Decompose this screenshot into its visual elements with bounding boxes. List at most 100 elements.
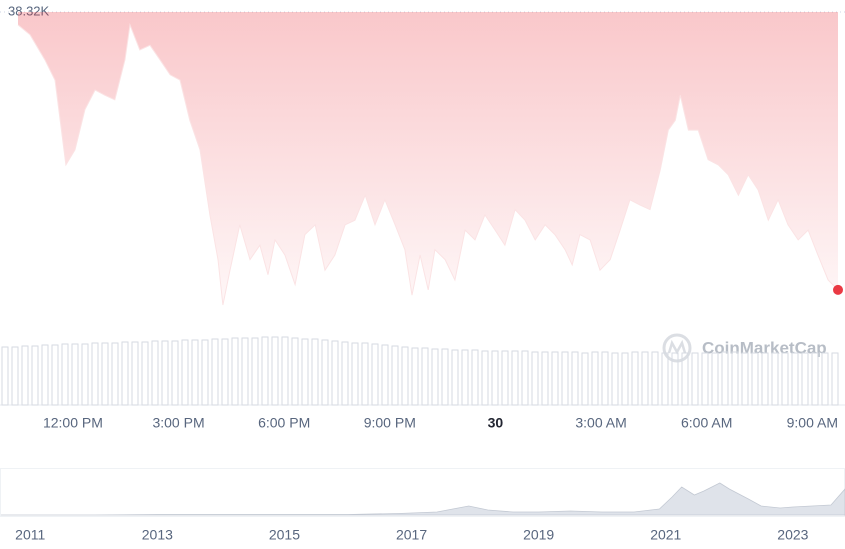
volume-bar — [751, 352, 759, 406]
volume-bar — [611, 352, 619, 406]
volume-bar — [221, 338, 229, 406]
volume-bar — [421, 347, 429, 406]
x-tick-label: 9:00 PM — [364, 415, 416, 431]
volume-bar — [371, 343, 379, 406]
volume-bar — [591, 351, 599, 406]
volume-bar — [131, 341, 139, 406]
volume-bar — [151, 340, 159, 406]
volume-bar — [161, 340, 169, 406]
x-tick-label: 6:00 PM — [258, 415, 310, 431]
volume-bar — [121, 341, 129, 406]
volume-bar — [41, 344, 49, 406]
volume-bar — [481, 350, 489, 406]
volume-bar — [351, 342, 359, 406]
x-tick-label: 9:00 AM — [787, 415, 838, 431]
volume-bar — [821, 352, 829, 406]
volume-bar — [231, 337, 239, 406]
volume-bar — [271, 336, 279, 406]
volume-bar — [211, 338, 219, 406]
area-fill — [18, 12, 838, 305]
volume-bar — [761, 352, 769, 406]
volume-bar — [531, 351, 539, 406]
volume-bar — [701, 352, 709, 406]
volume-bar — [81, 343, 89, 406]
volume-bar — [571, 351, 579, 406]
volume-bar — [331, 340, 339, 406]
volume-bar — [721, 351, 729, 406]
volume-bar — [461, 349, 469, 406]
volume-bar — [681, 352, 689, 406]
x-tick-label: 3:00 PM — [152, 415, 204, 431]
volume-bar — [621, 352, 629, 406]
volume-bar — [431, 348, 439, 406]
last-point — [833, 284, 843, 295]
volume-bar — [101, 342, 109, 406]
volume-bar — [1, 346, 9, 406]
volume-bar — [391, 345, 399, 406]
volume-bar — [341, 341, 349, 406]
volume-bar — [141, 341, 149, 406]
volume-bar — [711, 352, 719, 406]
x-tick-label: 12:00 PM — [43, 415, 103, 431]
volume-bar — [191, 339, 199, 406]
volume-bar — [31, 345, 39, 406]
navigator-tick-label: 2013 — [142, 527, 173, 543]
volume-bar — [561, 351, 569, 406]
volume-bar — [731, 351, 739, 406]
volume-bar — [171, 340, 179, 406]
volume-bar — [501, 350, 509, 406]
volume-bar — [11, 346, 19, 406]
navigator-tick-label: 2017 — [396, 527, 427, 543]
volume-bar — [811, 352, 819, 406]
volume-bar — [671, 352, 679, 406]
volume-bar — [381, 344, 389, 406]
volume-bar — [651, 351, 659, 406]
navigator-tick-label: 2023 — [777, 527, 808, 543]
volume-bar — [451, 349, 459, 406]
volume-bar — [281, 336, 289, 406]
volume-bar — [771, 352, 779, 406]
volume-bar — [491, 350, 499, 406]
volume-bar — [201, 339, 209, 406]
x-tick-label: 30 — [488, 415, 504, 431]
x-tick-label: 3:00 AM — [575, 415, 626, 431]
navigator-tick-label: 2019 — [523, 527, 554, 543]
volume-bar — [311, 338, 319, 406]
volume-bar — [321, 339, 329, 406]
volume-bar — [441, 348, 449, 406]
volume-bar — [641, 351, 649, 406]
volume-bar — [181, 339, 189, 406]
volume-bar — [301, 338, 309, 406]
volume-bar — [661, 352, 669, 406]
volume-bar — [51, 344, 59, 406]
volume-bar — [781, 352, 789, 406]
volume-bar — [261, 336, 269, 406]
volume-bar — [61, 343, 69, 406]
volume-bar — [411, 347, 419, 406]
volume-bar — [541, 351, 549, 406]
volume-bar — [801, 352, 809, 406]
volume-bar — [601, 351, 609, 406]
volume-bar — [291, 337, 299, 406]
volume-bar — [831, 352, 839, 406]
volume-bar — [581, 352, 589, 406]
volume-bar — [91, 342, 99, 406]
volume-bar — [471, 349, 479, 406]
volume-bar — [631, 351, 639, 406]
navigator-tick-label: 2021 — [650, 527, 681, 543]
volume-bar — [521, 350, 529, 406]
navigator-area — [1, 482, 845, 516]
volume-bar — [241, 337, 249, 406]
volume-bar — [71, 343, 79, 406]
volume-bar — [251, 337, 259, 406]
x-tick-label: 6:00 AM — [681, 415, 732, 431]
volume-bar — [511, 350, 519, 406]
navigator-tick-label: 2011 — [15, 527, 45, 543]
volume-bar — [691, 352, 699, 406]
volume-bar — [111, 342, 119, 406]
watermark-logo — [662, 333, 692, 363]
navigator-tick-label: 2015 — [269, 527, 300, 543]
volume-bar — [791, 352, 799, 406]
